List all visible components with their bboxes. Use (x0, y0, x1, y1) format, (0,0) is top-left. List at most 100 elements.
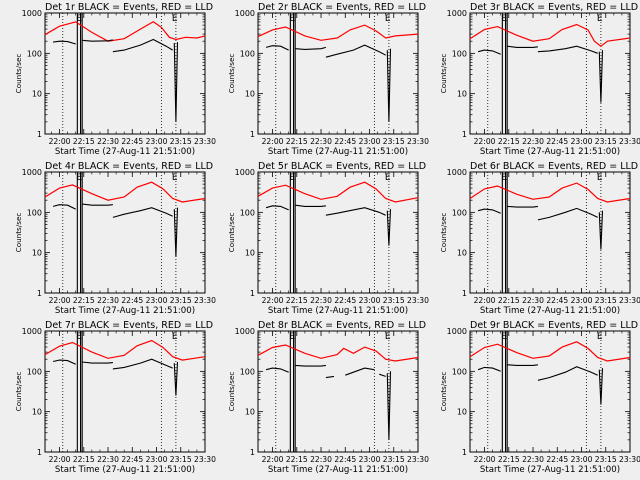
panel-3: Det 3r BLACK = Events, RED = LLD 1 10 100 10… (439, 2, 640, 157)
lld-series-line (469, 23, 631, 47)
y-tick-label: 1 (462, 130, 467, 139)
lld-series-line (469, 182, 631, 203)
x-tick-label: 23:30 (619, 455, 640, 464)
event-marker-label: E (385, 173, 391, 183)
panel-4: Det 4r BLACK = Events, RED = LLD 1 10 100 10… (14, 161, 216, 316)
events-series-segment (112, 358, 173, 370)
x-tick-label: 22:30 (310, 137, 332, 146)
y-tick-label: 1000 (235, 168, 255, 177)
x-tick-label: 22:15 (498, 137, 520, 146)
events-series-segment (52, 204, 76, 210)
x-tick-label: 22:30 (97, 137, 119, 146)
event-marker-label: E (76, 332, 82, 342)
y-tick-label: 10 (457, 90, 467, 99)
event-marker-label: E (597, 332, 603, 342)
events-series-segment (325, 44, 386, 58)
y-axis-label: Counts/sec (227, 54, 236, 94)
panel-title: Det 1r BLACK = Events, RED = LLD (45, 2, 213, 13)
y-tick-label: 1 (37, 289, 42, 298)
events-series-segment (173, 42, 179, 122)
event-marker-label: E (172, 14, 178, 24)
events-series-segment (265, 45, 289, 51)
x-tick-label: 22:45 (121, 137, 143, 146)
event-marker-label: E (172, 173, 178, 183)
y-tick-label: 1000 (447, 327, 467, 336)
events-series-segment (598, 368, 604, 405)
events-series-segment (507, 45, 538, 48)
events-series-segment (52, 359, 76, 365)
x-tick-label: 22:00 (262, 455, 284, 464)
events-series-segment (345, 367, 375, 376)
x-tick-label: 22:45 (546, 137, 568, 146)
events-series-segment (295, 364, 326, 367)
y-tick-label: 10 (32, 90, 42, 99)
y-tick-label: 10 (32, 249, 42, 258)
plot-frame (44, 171, 206, 294)
lld-series-line (469, 341, 631, 362)
x-tick-label: 23:00 (146, 296, 168, 305)
y-tick-label: 1 (462, 448, 467, 457)
lld-series-line (257, 344, 419, 362)
events-series-segment (598, 210, 604, 250)
y-tick-label: 10 (32, 408, 42, 417)
x-tick-label: 22:30 (310, 455, 332, 464)
y-tick-label: 10 (457, 408, 467, 417)
x-tick-label: 22:30 (522, 296, 544, 305)
x-tick-label: 23:15 (595, 296, 617, 305)
events-series-segment (386, 209, 392, 246)
event-marker-label: E (289, 173, 295, 183)
x-tick-label: 22:15 (73, 137, 95, 146)
x-tick-label: 22:15 (286, 137, 308, 146)
x-tick-label: 22:00 (474, 137, 496, 146)
y-tick-label: 100 (452, 208, 467, 217)
x-tick-label: 22:30 (310, 296, 332, 305)
events-series-segment (82, 203, 113, 206)
events-series-segment (537, 207, 598, 221)
panel-title: Det 9r BLACK = Events, RED = LLD (470, 320, 638, 331)
x-tick-label: 22:00 (49, 137, 71, 146)
panel-5: Det 5r BLACK = Events, RED = LLD 1 10 100 10… (227, 161, 429, 316)
x-tick-label: 22:30 (522, 455, 544, 464)
y-tick-label: 10 (245, 249, 255, 258)
x-axis-label: Start Time (27-Aug-11 21:51:00) (480, 306, 620, 316)
panel-title: Det 3r BLACK = Events, RED = LLD (470, 2, 638, 13)
plot-frame (44, 330, 206, 453)
x-tick-label: 22:15 (286, 296, 308, 305)
x-tick-label: 22:00 (49, 455, 71, 464)
x-tick-label: 22:15 (498, 455, 520, 464)
x-tick-label: 22:45 (121, 296, 143, 305)
panel-title: Det 2r BLACK = Events, RED = LLD (258, 2, 426, 13)
lld-series-line (44, 20, 206, 42)
y-tick-label: 100 (27, 367, 42, 376)
x-tick-label: 23:15 (383, 455, 405, 464)
lld-series-line (44, 181, 206, 203)
x-tick-label: 22:15 (73, 296, 95, 305)
x-tick-label: 23:15 (595, 455, 617, 464)
event-marker-label: E (76, 14, 82, 24)
y-axis-label: Counts/sec (14, 372, 23, 412)
plot-frame (469, 12, 631, 135)
x-tick-label: 22:00 (474, 455, 496, 464)
y-tick-label: 100 (27, 49, 42, 58)
events-series-segment (82, 361, 113, 364)
y-tick-label: 1 (37, 448, 42, 457)
y-tick-label: 1000 (235, 327, 255, 336)
events-series-segment (507, 364, 538, 366)
x-tick-label: 23:15 (595, 137, 617, 146)
x-tick-label: 23:15 (383, 296, 405, 305)
events-series-segment (477, 366, 501, 372)
x-tick-label: 23:30 (619, 137, 640, 146)
x-tick-label: 22:45 (334, 137, 356, 146)
event-marker-label: E (289, 14, 295, 24)
event-marker-label: E (501, 173, 507, 183)
x-tick-label: 23:30 (194, 296, 216, 305)
event-marker-label: E (501, 14, 507, 24)
x-axis-label: Start Time (27-Aug-11 21:51:00) (55, 306, 195, 316)
y-tick-label: 100 (240, 367, 255, 376)
y-tick-label: 1 (37, 130, 42, 139)
x-tick-label: 23:15 (170, 137, 192, 146)
y-axis-label: Counts/sec (14, 213, 23, 253)
x-tick-label: 23:15 (170, 455, 192, 464)
event-marker-label: E (597, 14, 603, 24)
panel-title: Det 7r BLACK = Events, RED = LLD (45, 320, 213, 331)
